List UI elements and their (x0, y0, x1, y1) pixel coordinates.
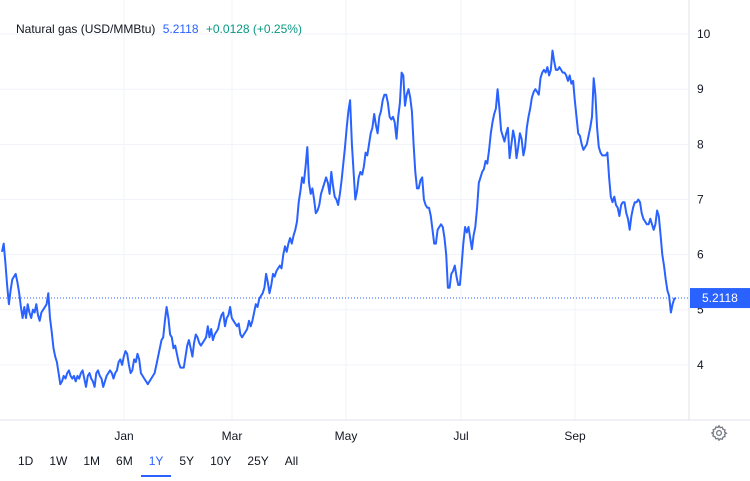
range-1y-button[interactable]: 1Y (140, 449, 172, 477)
chart-legend: Natural gas (USD/MMBtu) 5.2118 +0.0128 (… (16, 22, 302, 36)
range-1m-button[interactable]: 1M (83, 454, 101, 468)
price-change: +0.0128 (+0.25%) (205, 22, 302, 36)
y-tick-label: 9 (697, 82, 704, 96)
range-1w-button[interactable]: 1W (49, 454, 68, 468)
x-tick-label: Jul (453, 429, 468, 443)
range-5y-button[interactable]: 5Y (179, 454, 195, 468)
range-1d-button[interactable]: 1D (18, 454, 34, 468)
y-tick-label: 7 (697, 192, 704, 206)
range-10y-button[interactable]: 10Y (210, 454, 232, 468)
last-price-tag-label: 5.2118 (702, 291, 738, 305)
x-tick-label: Sep (564, 429, 586, 443)
y-tick-label: 4 (697, 358, 704, 372)
x-tick-label: Mar (222, 429, 243, 443)
range-6m-button[interactable]: 6M (116, 454, 133, 468)
time-range-selector: 1D 1W 1M 6M 1Y 5Y 10Y 25Y All (10, 449, 306, 477)
gear-icon[interactable] (710, 424, 728, 442)
symbol-title: Natural gas (USD/MMBtu) (16, 22, 156, 36)
last-price: 5.2118 (162, 22, 199, 36)
price-series-line (1, 49, 677, 388)
x-tick-label: Jan (114, 429, 133, 443)
y-tick-label: 6 (697, 248, 704, 262)
y-tick-label: 5 (697, 303, 704, 317)
last-price-tag: 5.2118 (690, 288, 750, 309)
range-all-button[interactable]: All (284, 454, 299, 468)
range-25y-button[interactable]: 25Y (247, 454, 269, 468)
y-tick-label: 10 (697, 27, 711, 41)
y-tick-label: 8 (697, 137, 704, 151)
x-tick-label: May (335, 429, 358, 443)
